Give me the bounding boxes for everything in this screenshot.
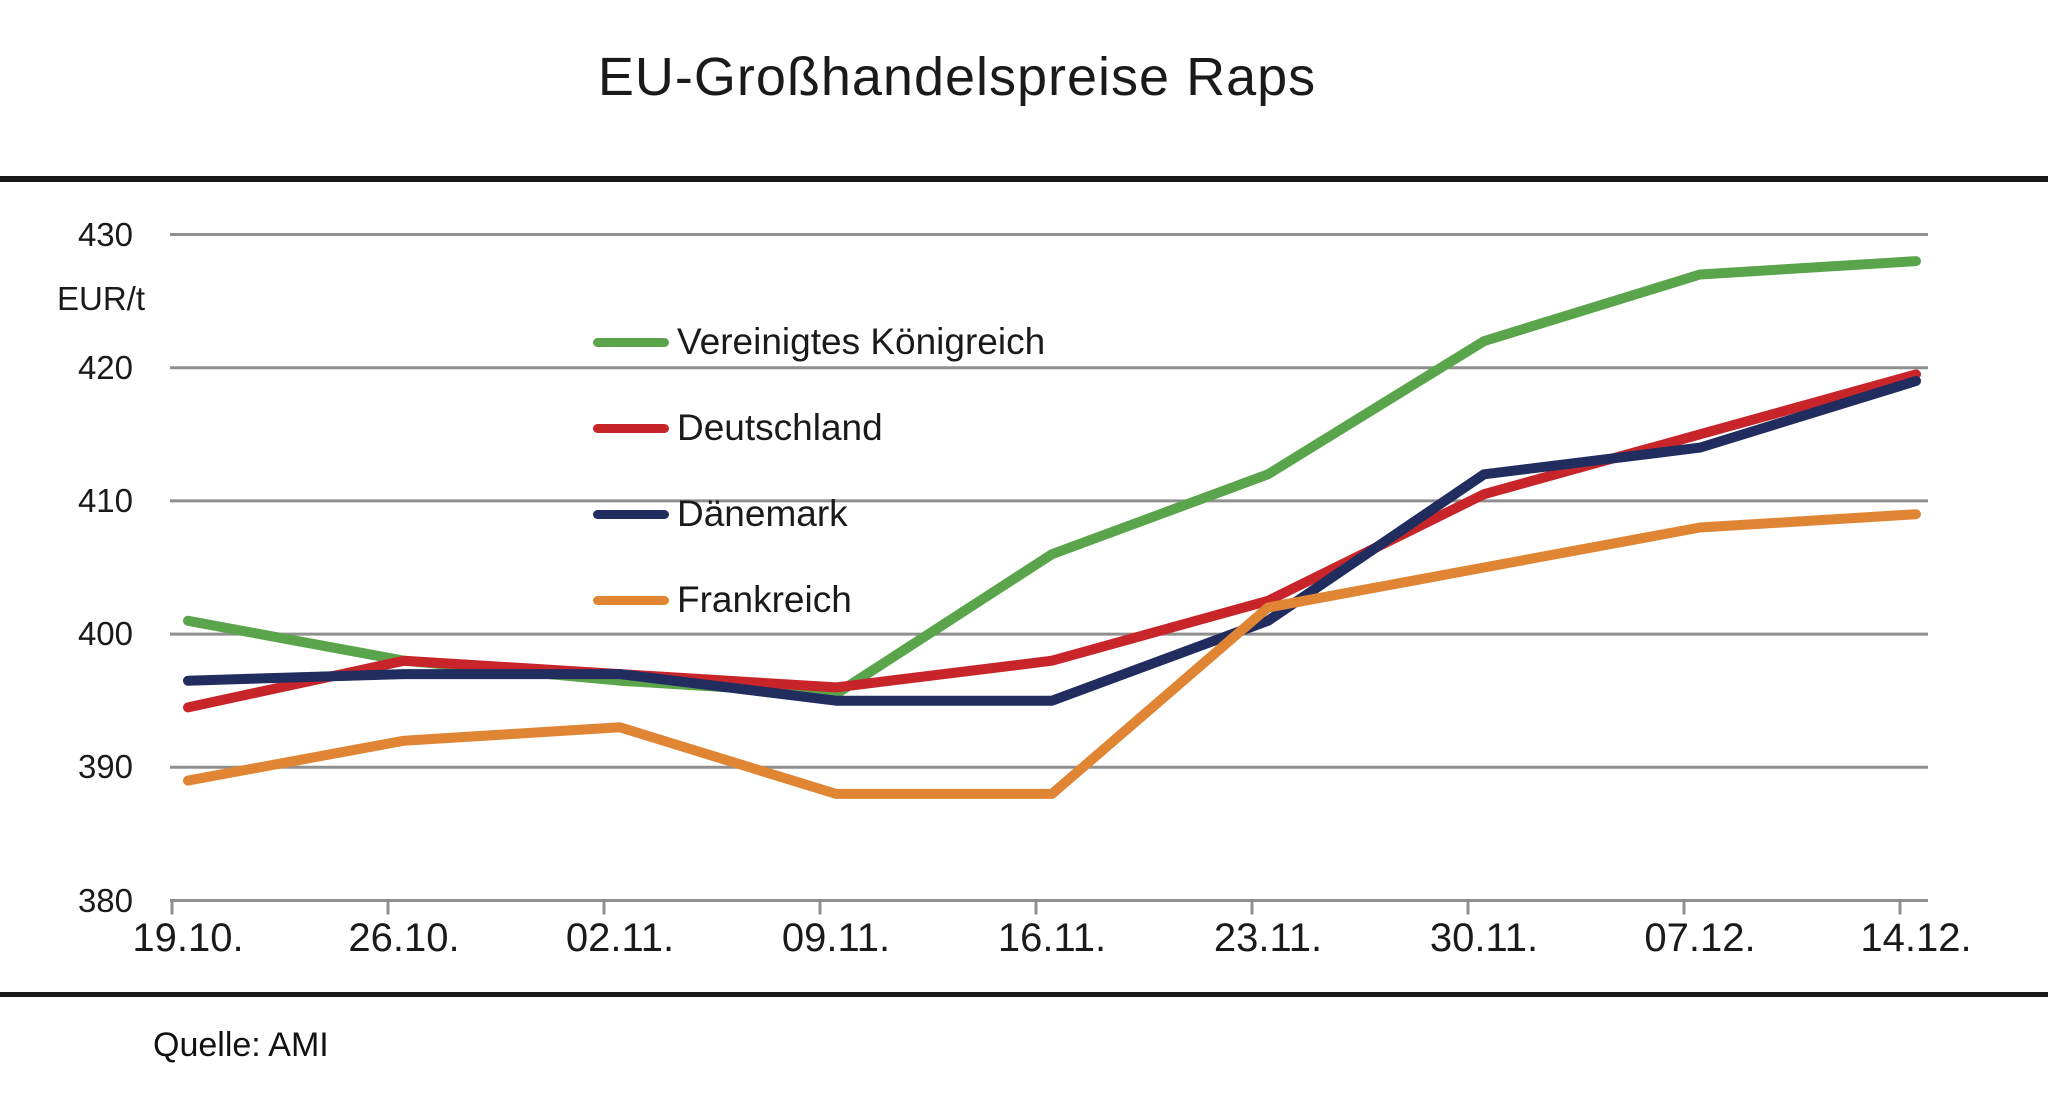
legend-label: Frankreich — [677, 579, 852, 620]
y-tick-label-400: 400 — [77, 615, 133, 653]
x-tick-label-19-10-: 19.10. — [132, 916, 244, 960]
y-tick-label-410: 410 — [77, 481, 133, 519]
legend-item-vereinigtes-k-nigreich: Vereinigtes Königreich — [593, 320, 1045, 364]
series-line-d-nemark — [183, 376, 1921, 706]
chart-legend: Vereinigtes Königreich Deutschland Dänemar… — [593, 320, 1045, 664]
x-tick-label-14-12-: 14.12. — [1860, 916, 1972, 960]
x-tick-label-30-11-: 30.11. — [1429, 916, 1539, 960]
legend-label: Deutschland — [677, 407, 883, 448]
bottom-rule — [0, 992, 2048, 997]
x-tick-label-07-12-: 07.12. — [1644, 916, 1756, 960]
legend-swatch-icon — [593, 337, 669, 347]
legend-swatch-icon — [593, 509, 669, 519]
legend-label: Vereinigtes Königreich — [677, 321, 1046, 362]
series-line-deutschland — [183, 369, 1921, 713]
y-tick-label-430: 430 — [77, 215, 133, 253]
series-line-vereinigtes-k-nigreich — [183, 256, 1921, 699]
legend-label: Dänemark — [677, 493, 848, 534]
source-note: Quelle: AMI — [153, 1026, 329, 1064]
legend-item-d-nemark: Dänemark — [593, 492, 1045, 536]
x-tick-label-16-11-: 16.11. — [997, 916, 1107, 960]
legend-swatch-icon — [593, 423, 669, 433]
legend-item-deutschland: Deutschland — [593, 406, 1045, 450]
y-axis-unit-label: EUR/t — [56, 280, 145, 317]
x-tick-label-09-11-: 09.11. — [781, 916, 891, 960]
legend-swatch-icon — [593, 595, 669, 605]
x-tick-label-26-10-: 26.10. — [348, 916, 460, 960]
y-tick-label-420: 420 — [77, 348, 133, 386]
series-line-frankreich — [183, 509, 1921, 799]
top-rule — [0, 176, 2048, 182]
y-tick-label-390: 390 — [77, 748, 133, 786]
x-tick-label-23-11-: 23.11. — [1213, 916, 1323, 960]
chart-title: EU-Großhandelspreise Raps — [597, 47, 1317, 107]
x-tick-label-02-11-: 02.11. — [565, 916, 675, 960]
legend-item-frankreich: Frankreich — [593, 578, 1045, 622]
y-tick-label-380: 380 — [77, 881, 133, 919]
